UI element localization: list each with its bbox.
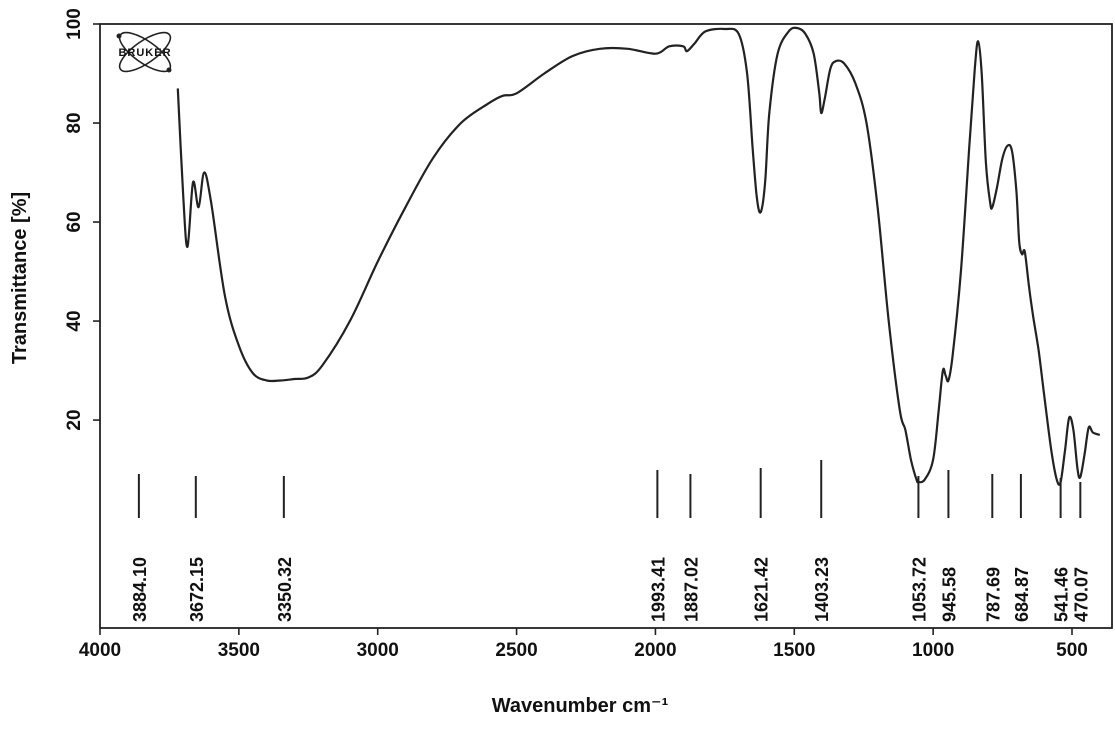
y-tick-label: 20 [64,409,85,430]
peak-label: 684.87 [1012,567,1032,622]
logo-text: BRUKER [118,47,171,59]
peak-label: 945.58 [939,567,959,622]
spectrum-line [176,26,1101,486]
x-tick-label: 2500 [495,640,537,661]
y-axis-title: Transmittance [%] [9,192,31,364]
peak-label: 787.69 [983,567,1003,622]
peak-label: 3350.32 [275,557,295,622]
x-tick-label: 500 [1056,640,1088,661]
peak-label: 3672.15 [187,557,207,622]
peak-label: 470.07 [1071,567,1091,622]
peak-label: 541.46 [1052,567,1072,622]
x-tick-label: 1000 [912,640,954,661]
peak-label: 1621.42 [752,557,772,622]
peak-label: 3884.10 [130,557,150,622]
x-tick-label: 1500 [773,640,815,661]
plot-frame [99,23,1113,629]
y-tick-label: 60 [64,211,85,232]
peak-label: 1887.02 [681,557,701,622]
peak-label: 1403.23 [812,557,832,622]
y-tick-label: 80 [64,112,85,133]
y-tick-label: 100 [64,8,85,40]
y-tick-label: 40 [64,310,85,331]
x-axis-title: Wavenumber cm⁻¹ [492,695,669,717]
bruker-logo: BRUKER [116,31,172,73]
x-tick-label: 3000 [357,640,399,661]
x-tick-label: 3500 [218,640,260,661]
peak-label: 1993.41 [648,557,668,622]
x-tick-label: 4000 [79,640,121,661]
x-tick-label: 2000 [634,640,676,661]
peak-label: 1053.72 [909,557,929,622]
